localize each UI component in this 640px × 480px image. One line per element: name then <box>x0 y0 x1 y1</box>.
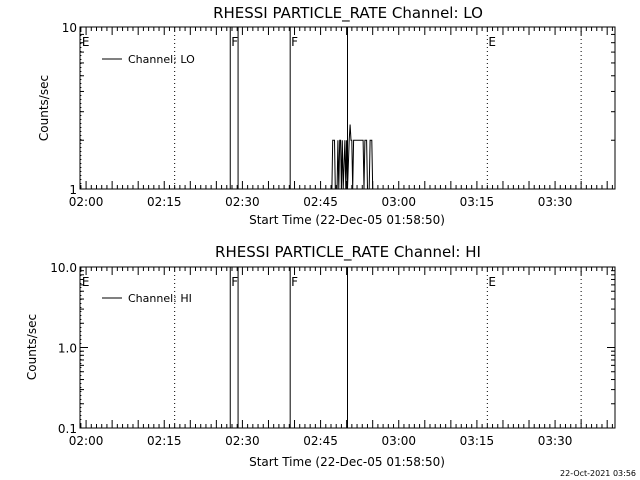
x-tick-label: 02:00 <box>69 195 104 209</box>
x-tick-label: 02:45 <box>303 195 338 209</box>
chart-panel-lo: RHESSI PARTICLE_RATE Channel: LO Counts/… <box>37 4 616 227</box>
event-marker-label: E <box>488 275 496 289</box>
event-marker-label: F <box>291 275 298 289</box>
y-axis-label: Counts/sec <box>25 314 39 380</box>
x-axis-label: Start Time (22-Dec-05 01:58:50) <box>249 455 445 469</box>
y-tick-label: 1.0 <box>58 342 77 356</box>
x-tick-label: 03:00 <box>381 434 416 448</box>
chart-panel-hi: RHESSI PARTICLE_RATE Channel: HI Counts/… <box>25 243 616 469</box>
event-marker-label: F <box>291 35 298 49</box>
x-tick-label: 02:00 <box>69 434 104 448</box>
legend-entry: Channel: LO <box>128 53 195 66</box>
x-tick-label: 02:15 <box>147 195 182 209</box>
x-tick-label: 03:00 <box>381 195 416 209</box>
x-tick-label: 03:30 <box>538 195 573 209</box>
legend-entry: Channel: HI <box>128 292 192 305</box>
footer-timestamp: 22-Oct-2021 03:56 <box>560 469 636 478</box>
x-axis-label: Start Time (22-Dec-05 01:58:50) <box>249 213 445 227</box>
data-series-line <box>331 124 374 190</box>
event-marker-label: F <box>231 275 238 289</box>
x-tick-label: 03:15 <box>460 195 495 209</box>
x-tick-label: 02:30 <box>225 195 260 209</box>
x-tick-label: 03:30 <box>538 434 573 448</box>
x-tick-label: 02:30 <box>225 434 260 448</box>
x-tick-label: 02:45 <box>303 434 338 448</box>
x-tick-label: 03:15 <box>460 434 495 448</box>
event-marker-label: E <box>488 35 496 49</box>
event-marker-label: E <box>82 275 90 289</box>
x-tick-label: 02:15 <box>147 434 182 448</box>
chart-title: RHESSI PARTICLE_RATE Channel: HI <box>215 243 481 262</box>
chart-title: RHESSI PARTICLE_RATE Channel: LO <box>213 4 483 23</box>
y-tick-label: 10.0 <box>50 261 77 275</box>
event-marker-label: F <box>231 35 238 49</box>
y-tick-label: 1 <box>69 183 77 197</box>
event-marker-label: E <box>82 35 90 49</box>
y-axis-label: Counts/sec <box>37 75 51 141</box>
y-tick-label: 0.1 <box>58 422 77 436</box>
y-tick-label: 10 <box>62 21 77 35</box>
